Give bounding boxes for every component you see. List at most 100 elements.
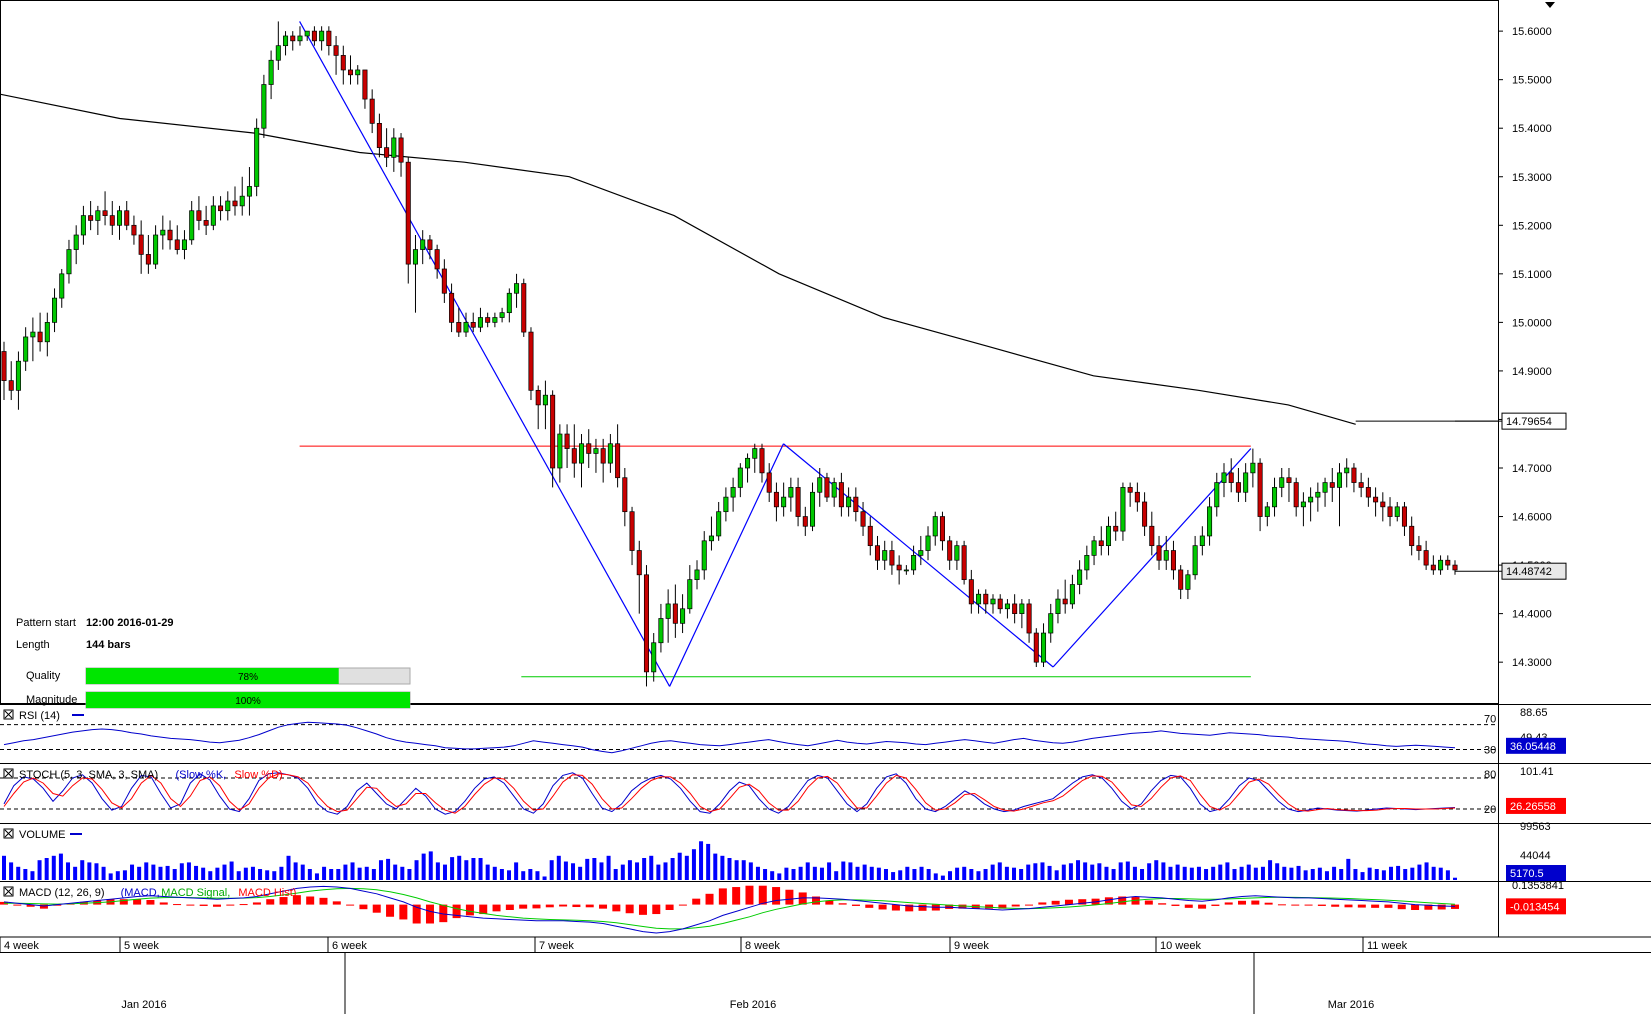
- candle-down: [939, 516, 945, 542]
- volume-bar: [713, 853, 718, 880]
- candle-up: [1394, 506, 1400, 517]
- volume-bar: [905, 866, 910, 880]
- macd-hist-bar: [1357, 904, 1366, 908]
- candle-up: [1120, 487, 1126, 532]
- rsi-value-tag-text: 36.05448: [1510, 741, 1556, 753]
- stoch-level-20-label: 20: [1484, 804, 1496, 816]
- volume-bar: [1296, 865, 1301, 880]
- macd-hist-bar: [599, 904, 608, 909]
- volume-bar: [58, 853, 63, 880]
- volume-panel: VOLUME 99563 44044 5170.5: [2, 821, 1566, 881]
- macd-hist-bar: [465, 904, 474, 916]
- volume-bar: [521, 871, 526, 880]
- candle-down: [1293, 482, 1299, 508]
- candle-up: [15, 360, 21, 391]
- volume-bar: [599, 862, 604, 880]
- candle-down: [8, 380, 14, 391]
- volume-bar: [841, 861, 846, 880]
- price-axis-label: 14.4000: [1512, 609, 1552, 621]
- volume-bar: [66, 862, 71, 880]
- candle-up: [694, 569, 700, 580]
- macd-hist-bar: [159, 902, 168, 905]
- candle-down: [1351, 467, 1357, 483]
- macd-hist-bar: [652, 904, 661, 915]
- candle-down: [672, 603, 678, 624]
- last-price-tag-box: [1501, 562, 1567, 580]
- candle-up: [1336, 472, 1343, 488]
- candle-down: [456, 322, 462, 333]
- volume-bar: [1346, 858, 1351, 880]
- candle-down: [1156, 545, 1162, 561]
- candle-up: [932, 516, 938, 537]
- candle-up: [1438, 559, 1444, 571]
- candle-down: [470, 322, 476, 328]
- macd-hist-bar: [545, 904, 554, 908]
- volume-bar: [1026, 864, 1031, 880]
- candle-down: [362, 69, 368, 100]
- macd-hist-bar: [1118, 896, 1127, 905]
- candle-down: [824, 477, 830, 498]
- candle-up: [59, 273, 65, 299]
- volume-bar: [30, 871, 35, 880]
- candle-up: [254, 127, 260, 187]
- volume-bar: [691, 849, 696, 880]
- volume-bar: [457, 855, 462, 880]
- candle-up: [1279, 477, 1285, 488]
- volume-bar: [606, 855, 611, 880]
- volume-bar: [9, 862, 14, 880]
- macd-hist-bar: [532, 904, 541, 909]
- volume-bar: [677, 852, 682, 880]
- volume-bar: [556, 855, 561, 880]
- volume-bar: [80, 860, 85, 880]
- candle-down: [398, 137, 404, 163]
- candle-down: [1228, 472, 1234, 483]
- macd-hist-bar: [386, 904, 395, 917]
- macd-hist-bar: [891, 904, 900, 911]
- macd-hist-bar: [1104, 897, 1113, 905]
- candle-up: [665, 603, 671, 619]
- volume-bar: [201, 867, 206, 880]
- price-panel: [0, 21, 1498, 687]
- volume-bar: [883, 869, 888, 880]
- macd-hist-bar: [399, 904, 408, 920]
- macd-hist-bar: [1304, 904, 1313, 906]
- volume-bar: [1282, 866, 1287, 880]
- volume-bar: [51, 855, 56, 880]
- volume-bar: [371, 869, 376, 880]
- candle-up: [304, 30, 310, 37]
- macd-hist-bar: [638, 904, 647, 915]
- volume-bar: [414, 860, 419, 880]
- volume-bar: [1353, 869, 1358, 880]
- macd-hist-bar: [1251, 900, 1260, 905]
- pattern-bar-label: Magnitude: [26, 694, 77, 706]
- candle-up: [412, 249, 418, 265]
- volume-bar: [1396, 865, 1401, 880]
- week-label: 11 week: [1367, 940, 1408, 952]
- price-axis-label: 15.0000: [1512, 317, 1552, 329]
- macd-hist-bar: [425, 904, 434, 924]
- volume-bar: [407, 869, 412, 880]
- macd-hist-bar: [1317, 904, 1326, 906]
- volume-bar: [172, 869, 177, 880]
- volume-bar: [741, 860, 746, 880]
- candle-down: [434, 249, 440, 270]
- macd-hist-bar: [958, 904, 967, 909]
- macd-hist-bar: [705, 893, 714, 905]
- candle-up: [882, 550, 888, 561]
- macd-hist-bar: [519, 904, 528, 909]
- volume-bar: [1317, 867, 1322, 880]
- price-axis-label: 15.1000: [1512, 269, 1552, 281]
- candle-up: [30, 331, 36, 338]
- volume-bar: [1012, 867, 1017, 880]
- candle-up: [687, 579, 693, 610]
- volume-bar: [343, 864, 348, 880]
- macd-hist-bar: [13, 904, 22, 906]
- price-axis-label: 14.9000: [1512, 366, 1552, 378]
- macd-hist-bar: [772, 887, 781, 905]
- candle-down: [759, 448, 765, 474]
- macd-hist-bar: [39, 904, 48, 909]
- price-axis-label: 14.3000: [1512, 657, 1552, 669]
- volume-bar: [243, 867, 248, 880]
- candle-up: [66, 249, 72, 275]
- candle-down: [1416, 545, 1422, 551]
